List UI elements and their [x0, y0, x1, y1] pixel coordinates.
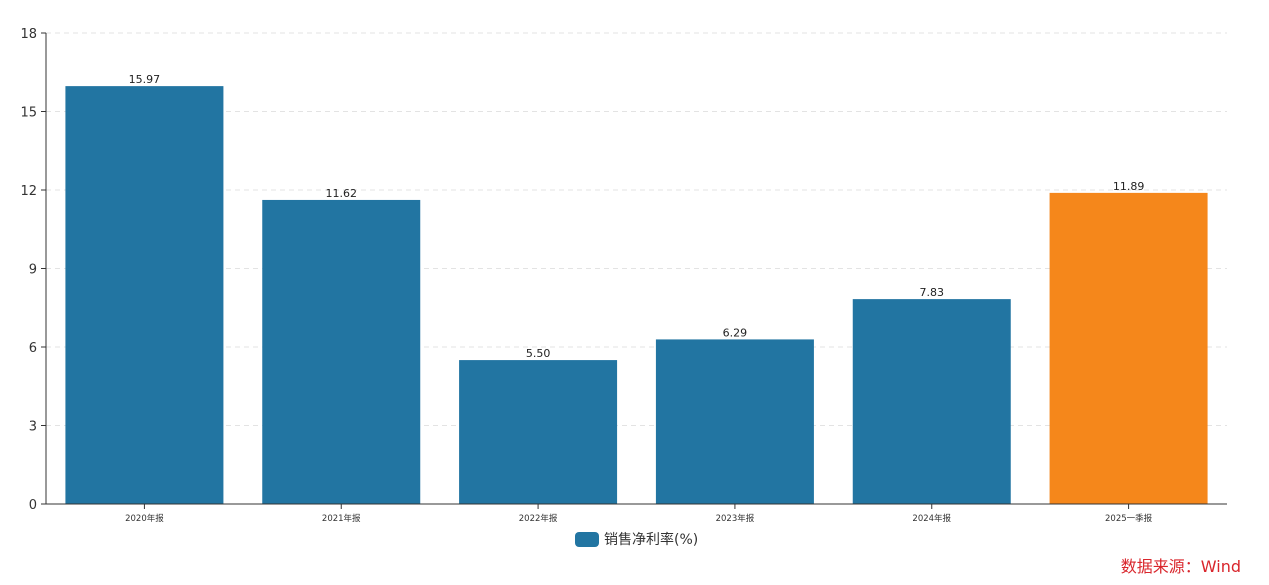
y-tick-label: 6 — [29, 341, 37, 356]
bar — [655, 339, 814, 504]
data-label: 11.89 — [1113, 180, 1145, 193]
y-tick-label: 12 — [20, 184, 37, 199]
x-tick-label: 2021年报 — [322, 513, 361, 524]
bar — [65, 86, 224, 504]
data-label: 6.29 — [723, 326, 748, 339]
x-tick-label: 2020年报 — [125, 513, 164, 524]
data-label: 5.50 — [526, 347, 551, 360]
bar — [459, 360, 618, 504]
bar — [262, 199, 421, 504]
y-tick-label: 15 — [20, 106, 37, 121]
x-tick-label: 2024年报 — [912, 513, 951, 524]
x-tick-label: 2022年报 — [519, 513, 558, 524]
source-label: 数据来源：Wind — [1120, 557, 1241, 576]
data-label: 11.62 — [326, 187, 358, 200]
y-tick-label: 18 — [20, 27, 37, 42]
x-tick-label: 2023年报 — [716, 513, 755, 524]
data-label: 15.97 — [129, 73, 161, 86]
legend-label: 销售净利率(%) — [604, 532, 699, 548]
y-tick-label: 3 — [29, 420, 37, 435]
legend[interactable]: 销售净利率(%) — [575, 529, 698, 549]
data-label: 7.83 — [920, 286, 945, 299]
x-tick-label: 2025一季报 — [1105, 513, 1153, 524]
bar — [1049, 192, 1208, 504]
bar — [852, 299, 1011, 504]
legend-swatch — [575, 531, 599, 547]
y-tick-label: 9 — [29, 263, 37, 278]
y-tick-label: 0 — [29, 498, 37, 513]
